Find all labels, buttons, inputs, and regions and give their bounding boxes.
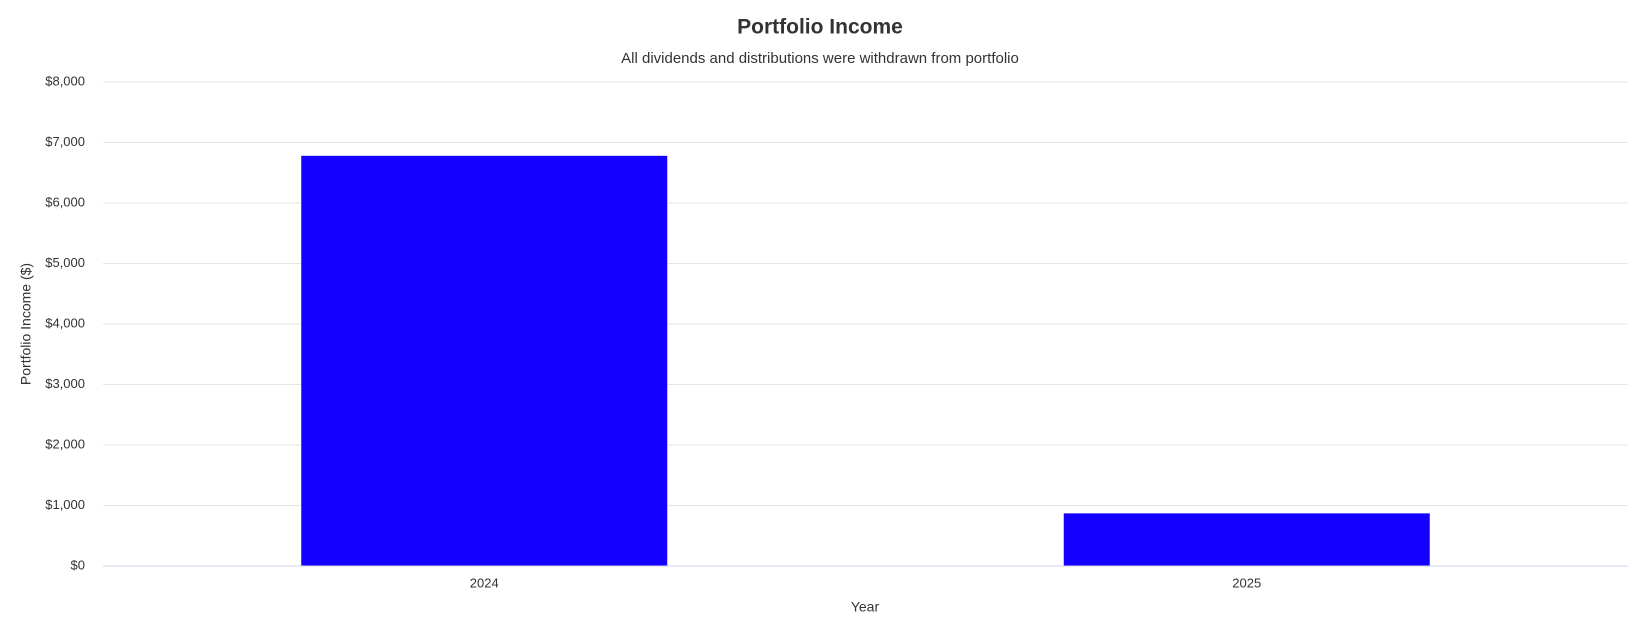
chart-subtitle: All dividends and distributions were wit… [621, 50, 1019, 67]
y-tick-label: $6,000 [45, 194, 85, 209]
y-tick-label: $7,000 [45, 134, 85, 149]
y-tick-label: $5,000 [45, 255, 85, 270]
y-tick-label: $0 [71, 557, 85, 572]
y-axis-title: Portfolio Income ($) [18, 263, 34, 385]
x-tick-label: 2024 [470, 575, 499, 590]
x-axis-title: Year [851, 599, 880, 615]
y-tick-label: $1,000 [45, 497, 85, 512]
bar [301, 155, 668, 566]
y-tick-label: $2,000 [45, 436, 85, 451]
y-tick-label: $3,000 [45, 376, 85, 391]
x-tick-label: 2025 [1232, 575, 1261, 590]
y-tick-label: $4,000 [45, 315, 85, 330]
bar [1063, 513, 1430, 566]
y-tick-label: $8,000 [45, 73, 85, 88]
chart-title: Portfolio Income [737, 16, 903, 39]
